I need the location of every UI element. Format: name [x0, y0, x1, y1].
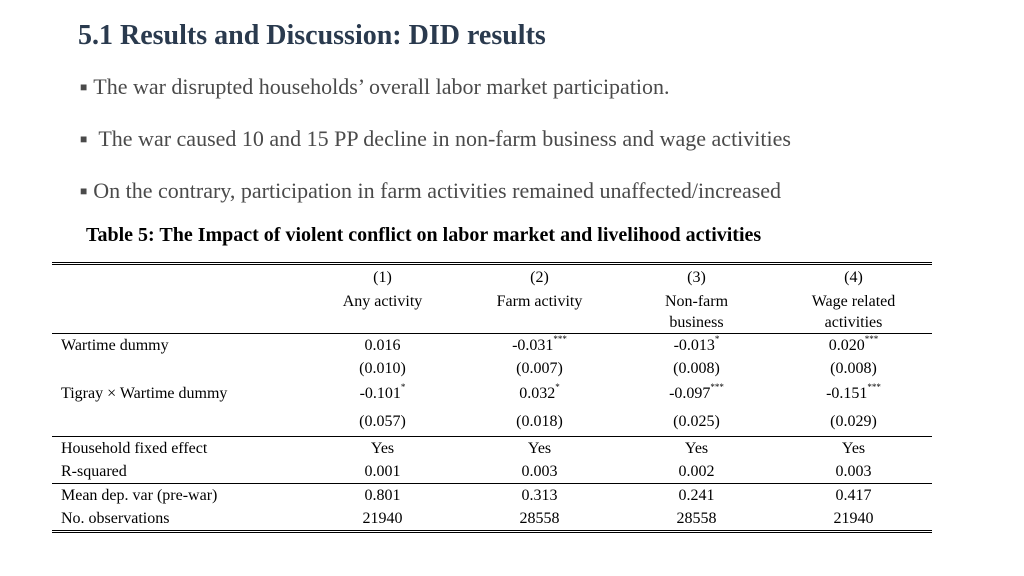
coef-value: 0.016: [364, 336, 401, 354]
square-bullet-icon: ■: [80, 184, 88, 198]
table-cell: 21940: [362, 509, 403, 527]
coef-value: -0.101: [359, 385, 401, 402]
table-cell: 0.001: [304, 460, 461, 484]
coef-cell: -0.097***: [618, 380, 775, 408]
table-cell: Yes: [370, 439, 395, 457]
table-cell: Yes: [684, 439, 709, 457]
bullet-item: ■ The war disrupted households’ overall l…: [80, 74, 670, 100]
table-row: Tigray × Wartime dummy -0.101* 0.032* -0…: [52, 380, 932, 408]
coef-cell: 0.032*: [461, 380, 618, 408]
column-number-row: (1) (2) (3) (4): [52, 264, 932, 292]
table-cell: 0.003: [461, 460, 618, 484]
column-number: (2): [530, 269, 549, 286]
row-label: Mean dep. var (pre-war): [61, 486, 218, 504]
table-cell: 0.241: [678, 486, 715, 504]
bullet-text: The war disrupted households’ overall la…: [93, 74, 670, 99]
coef-cell: -0.013*: [618, 334, 775, 358]
significance-stars: *: [714, 333, 720, 344]
table-cell: 0.313: [521, 486, 558, 504]
se-cell: (0.057): [304, 408, 461, 437]
bullet-text: The war caused 10 and 15 PP decline in n…: [93, 126, 791, 151]
se-cell: (0.008): [830, 359, 877, 377]
coef-cell: -0.031***: [461, 334, 618, 358]
significance-stars: *: [555, 382, 560, 392]
significance-stars: ***: [867, 382, 881, 392]
se-cell: (0.025): [618, 408, 775, 437]
coef-value: 0.020: [828, 336, 865, 354]
significance-stars: ***: [710, 382, 724, 392]
column-label: [461, 312, 618, 334]
coef-cell: -0.101*: [304, 380, 461, 408]
table-cell: 0.002: [618, 460, 775, 484]
se-cell: (0.018): [461, 408, 618, 437]
table-row: (0.057) (0.018) (0.025) (0.029): [52, 408, 932, 437]
square-bullet-icon: ■: [80, 80, 88, 94]
square-bullet-icon: ■: [80, 132, 88, 146]
column-number: (3): [687, 269, 706, 286]
coef-value: -0.013: [673, 336, 715, 354]
se-cell: (0.029): [775, 408, 932, 437]
column-label: Farm activity: [496, 292, 583, 310]
empty-cell: [52, 264, 304, 292]
bullet-text: On the contrary, participation in farm a…: [93, 178, 782, 203]
table-row: (0.010) (0.007) (0.008) (0.008): [52, 357, 932, 380]
table-cell: Yes: [841, 439, 866, 457]
column-number: (1): [373, 269, 392, 286]
significance-stars: ***: [553, 333, 567, 344]
significance-stars: *: [400, 382, 406, 392]
bullet-item: ■ On the contrary, participation in farm …: [80, 178, 781, 204]
regression-table: (1) (2) (3) (4) Any activity Farm activi…: [52, 262, 932, 533]
row-label: Tigray × Wartime dummy: [61, 385, 228, 402]
slide-title: 5.1 Results and Discussion: DID results: [78, 20, 546, 51]
empty-cell: [52, 408, 304, 437]
se-cell: (0.010): [359, 359, 406, 377]
column-label: Any activity: [342, 292, 423, 310]
table-caption: Table 5: The Impact of violent conflict …: [86, 224, 762, 246]
row-label: No. observations: [61, 509, 170, 527]
table-row: Household fixed effect Yes Yes Yes Yes: [52, 437, 932, 461]
coef-cell: 0.016: [304, 334, 461, 358]
coef-cell: -0.151***: [775, 380, 932, 408]
table-cell: 0.801: [364, 486, 401, 504]
table-row: Mean dep. var (pre-war) 0.801 0.313 0.24…: [52, 484, 932, 508]
coef-value: -0.031: [512, 336, 554, 354]
bullet-item: ■ The war caused 10 and 15 PP decline in…: [80, 126, 791, 152]
coef-cell: 0.020***: [775, 334, 932, 358]
table-row: Wartime dummy 0.016 -0.031*** -0.013* 0.…: [52, 334, 932, 358]
se-cell: (0.007): [516, 359, 563, 377]
column-label: business: [618, 312, 775, 334]
column-label-row: Any activity Farm activity Non-farm Wage…: [52, 291, 932, 312]
table-cell: 28558: [519, 509, 560, 527]
coef-value: 0.032: [519, 385, 556, 402]
table-cell: 21940: [833, 509, 874, 527]
significance-stars: ***: [864, 333, 879, 344]
table-cell: 28558: [676, 509, 717, 527]
table-row: No. observations 21940 28558 28558 21940: [52, 507, 932, 532]
column-number: (4): [844, 269, 863, 286]
coef-value: -0.151: [826, 385, 868, 402]
column-label: Non-farm: [664, 292, 729, 310]
row-label: Wartime dummy: [61, 336, 169, 354]
table-row: R-squared 0.001 0.003 0.002 0.003: [52, 460, 932, 484]
row-label: R-squared: [52, 460, 304, 484]
empty-cell: [52, 312, 304, 334]
column-label: Wage related: [811, 292, 896, 310]
column-label-row-2: business activities: [52, 312, 932, 334]
table-cell: Yes: [527, 439, 552, 457]
column-label: [304, 312, 461, 334]
column-label: activities: [775, 312, 932, 334]
coef-value: -0.097: [669, 385, 711, 402]
empty-cell: [52, 291, 304, 312]
se-cell: (0.008): [673, 359, 720, 377]
empty-cell: [52, 357, 304, 380]
row-label: Household fixed effect: [61, 439, 208, 457]
table-cell: 0.417: [835, 486, 872, 504]
table-cell: 0.003: [775, 460, 932, 484]
